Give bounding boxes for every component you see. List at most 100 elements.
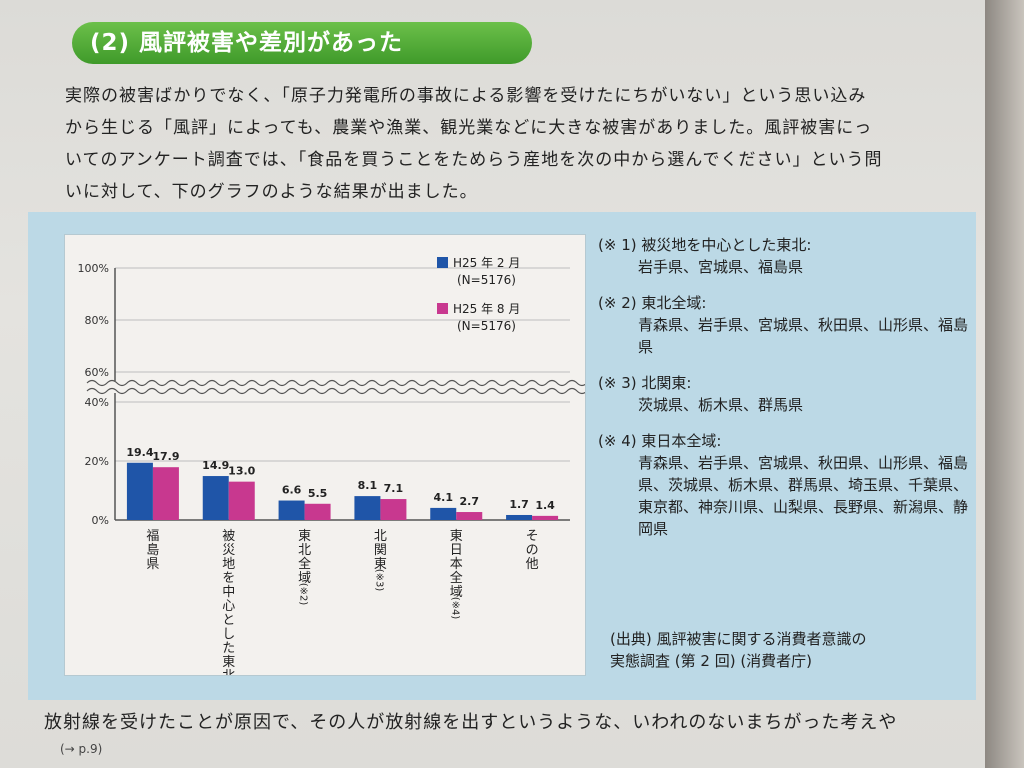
x-category-label: 東日本全域(※4) [449, 528, 463, 619]
y-tick-label: 20% [85, 455, 109, 468]
chart-container: 0% 20% 40% 60% 80% 100% 19.4 17.9 福島県 14.9 13.0 被災地… [64, 234, 588, 703]
footnote-4: (※ 4) 東日本全域: 青森県、岩手県、宮城県、秋田県、山形県、福島県、茨城県… [598, 430, 978, 540]
footnote-title: 北関東: [641, 374, 692, 392]
x-category-char: 関 [374, 543, 387, 558]
bar-series-aug [456, 512, 483, 520]
bar-value-label: 4.1 [434, 491, 454, 504]
footnote-title: 被災地を中心とした東北: [641, 236, 812, 254]
bar-value-label: 5.5 [308, 487, 328, 500]
bar-value-label: 6.6 [282, 484, 302, 497]
x-category-char: と [222, 613, 235, 628]
bar-series-feb [126, 462, 153, 520]
book-spine [985, 0, 1024, 768]
axis-break-line [86, 387, 588, 395]
legend-swatch [437, 257, 448, 268]
x-category-char: 心 [222, 599, 235, 614]
footnote-title: 東北全域: [641, 294, 707, 312]
x-category-char: 中 [222, 585, 235, 600]
body-paragraph: 実際の被害ばかりでなく、「原子力発電所の事故による影響を受けたにちがいない」とい… [65, 80, 965, 208]
x-category-char: 東 [450, 528, 463, 544]
legend-swatch [437, 303, 448, 314]
paragraph-line: 実際の被害ばかりでなく、「原子力発電所の事故による影響を受けたにちがいない」とい… [65, 86, 867, 106]
footnote-key: (※ 4) [598, 432, 637, 450]
bar-value-label: 1.4 [535, 499, 555, 512]
x-category-char: 東 [298, 528, 311, 544]
bar-series-aug [380, 499, 407, 520]
x-category-char: の [526, 543, 539, 558]
footnote-body: 茨城県、栃木県、群馬県 [638, 396, 804, 414]
x-category-char: 全 [298, 556, 311, 572]
paragraph-line: いに対して、下のグラフのような結果が出ました。 [65, 182, 478, 202]
bar-value-label: 7.1 [384, 482, 404, 495]
x-category-char: 福 [146, 529, 159, 544]
bar-series-feb [506, 514, 533, 520]
x-category-char: 北 [222, 669, 235, 675]
paragraph-line: いてのアンケート調査では、「食品を買うことをためらう産地を次の中から選んでくださ… [65, 150, 883, 170]
y-tick-label: 100% [78, 262, 109, 275]
bar-value-label: 14.9 [202, 459, 229, 472]
bottom-paragraph: 放射線を受けたことが原因で、その人が放射線を出すというような、いわれのないまちが… [44, 712, 898, 733]
bar-series-aug [228, 481, 255, 520]
bar-series-aug [152, 467, 179, 520]
x-category-note: (※2) [298, 583, 309, 606]
bar-series-feb [202, 476, 229, 520]
x-category-char: 東 [222, 654, 235, 670]
y-tick-label: 40% [85, 396, 109, 409]
bar-value-label: 19.4 [126, 446, 153, 459]
footnote-1: (※ 1) 被災地を中心とした東北: 岩手県、宮城県、福島県 [598, 234, 978, 278]
x-category-char: 島 [146, 543, 159, 558]
footnote-key: (※ 2) [598, 294, 637, 312]
x-category-note: (※3) [373, 569, 384, 592]
source-line: 実態調査 (第 2 回) (消費者庁) [610, 652, 813, 670]
section-heading: (2) 風評被害や差別があった [72, 22, 532, 64]
y-tick-label: 80% [85, 314, 109, 327]
y-tick-label: 0% [92, 514, 109, 527]
x-category-char: 県 [146, 557, 159, 572]
bar-series-aug [304, 503, 331, 520]
paragraph-line: から生じる「風評」によっても、農業や漁業、観光業などに大きな被害がありました。風… [65, 118, 873, 138]
x-category-char: 被 [222, 529, 235, 544]
x-category-char: 地 [222, 557, 235, 572]
x-category-char: そ [526, 529, 539, 544]
bar-value-label: 8.1 [358, 479, 378, 492]
bar-value-label: 1.7 [509, 498, 529, 511]
footnote-2: (※ 2) 東北全域: 青森県、岩手県、宮城県、秋田県、山形県、福島県 [598, 292, 978, 358]
x-category-label: 北関東(※3) [373, 529, 387, 591]
y-tick-label: 60% [85, 366, 109, 379]
bar-series-feb [278, 500, 305, 520]
source-line: (出典) 風評被害に関する消費者意識の [610, 630, 867, 648]
page-reference: (→ p.9) [60, 742, 103, 756]
x-category-char: 災 [222, 543, 235, 558]
x-category-label: その他 [526, 529, 539, 572]
footnote-key: (※ 3) [598, 374, 637, 392]
x-category-char: 他 [526, 557, 539, 572]
x-category-char: 北 [374, 529, 387, 544]
legend-n: (N=5176) [457, 273, 516, 287]
x-category-label: 被災地を中心とした東北(※1) [222, 529, 236, 703]
bar-series-feb [354, 496, 381, 520]
x-category-char: た [222, 641, 235, 656]
x-category-char: 域 [298, 571, 311, 586]
legend-label: H25 年 2 月 [453, 256, 520, 270]
footnote-3: (※ 3) 北関東: 茨城県、栃木県、群馬県 [598, 372, 978, 416]
legend-label: H25 年 8 月 [453, 302, 520, 316]
x-category-char: 域 [450, 585, 463, 600]
x-category-char: 本 [450, 557, 463, 572]
bar-chart: 0% 20% 40% 60% 80% 100% 19.417.9 福島県 14.913.0 被災地… [78, 256, 588, 703]
bar-series-feb [430, 507, 457, 520]
x-category-char: 北 [298, 543, 311, 558]
x-category-char: を [222, 571, 235, 586]
axis-break-mask [85, 381, 585, 393]
legend-n: (N=5176) [457, 319, 516, 333]
bar-value-label: 13.0 [228, 465, 255, 478]
footnote-title: 東日本全域: [641, 432, 722, 450]
x-category-char: し [222, 627, 235, 642]
textbook-page: (2) 風評被害や差別があった 実際の被害ばかりでなく、「原子力発電所の事故によ… [0, 0, 985, 768]
x-category-label: 東北全域(※2) [298, 528, 312, 605]
axis-break-line [86, 379, 588, 387]
footnotes: (※ 1) 被災地を中心とした東北: 岩手県、宮城県、福島県 (※ 2) 東北全… [598, 234, 978, 554]
x-category-note: (※4) [449, 597, 460, 620]
x-category-char: 東 [374, 556, 387, 572]
bar-value-label: 2.7 [460, 495, 480, 508]
footnote-body: 岩手県、宮城県、福島県 [638, 258, 804, 276]
